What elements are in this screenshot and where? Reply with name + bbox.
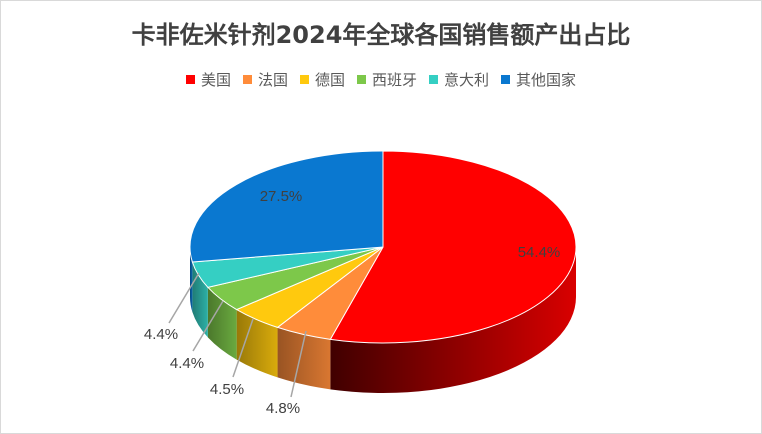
legend-swatch <box>299 75 309 84</box>
legend-swatch <box>501 75 511 84</box>
legend-swatch <box>242 75 252 84</box>
legend: 美国 法国 德国 西班牙 意大利 其他国家 <box>1 69 761 90</box>
pie-side-4 <box>192 262 208 338</box>
pie-side-0 <box>330 247 576 393</box>
leader-line-4 <box>168 272 200 324</box>
chart-title: 卡非佐米针剂2024年全球各国销售额产出占比 <box>131 21 631 49</box>
data-label-0: 54.4% <box>518 244 561 261</box>
pie-side-1 <box>277 327 331 390</box>
legend-label: 德国 <box>314 71 345 89</box>
legend-swatch <box>429 75 439 84</box>
legend-item: 美国 <box>185 69 231 90</box>
pie-side-5 <box>190 247 193 313</box>
leader-line-3 <box>192 300 224 352</box>
pie-slice-0 <box>329 150 577 344</box>
pie-side-2 <box>236 309 278 378</box>
legend-label: 意大利 <box>444 71 490 89</box>
data-label-2: 4.5% <box>210 381 244 398</box>
data-label-5: 27.5% <box>260 188 303 205</box>
legend-swatch <box>357 75 366 84</box>
legend-label: 其他国家 <box>516 71 577 89</box>
data-label-3: 4.4% <box>170 355 204 372</box>
legend-item: 法国 <box>242 69 288 90</box>
pie-slice-5 <box>189 150 384 263</box>
legend-swatch <box>185 75 195 84</box>
legend-label: 美国 <box>200 71 231 89</box>
legend-item: 意大利 <box>429 69 489 90</box>
legend-item: 其他国家 <box>501 69 576 90</box>
legend-label: 西班牙 <box>372 71 418 89</box>
legend-label: 法国 <box>257 71 288 89</box>
leader-line-2 <box>232 318 254 378</box>
data-label-1: 4.8% <box>266 400 300 417</box>
leader-line-1 <box>290 330 307 398</box>
data-label-4: 4.4% <box>144 326 178 343</box>
legend-item: 德国 <box>299 69 345 90</box>
legend-item: 西班牙 <box>357 69 417 90</box>
